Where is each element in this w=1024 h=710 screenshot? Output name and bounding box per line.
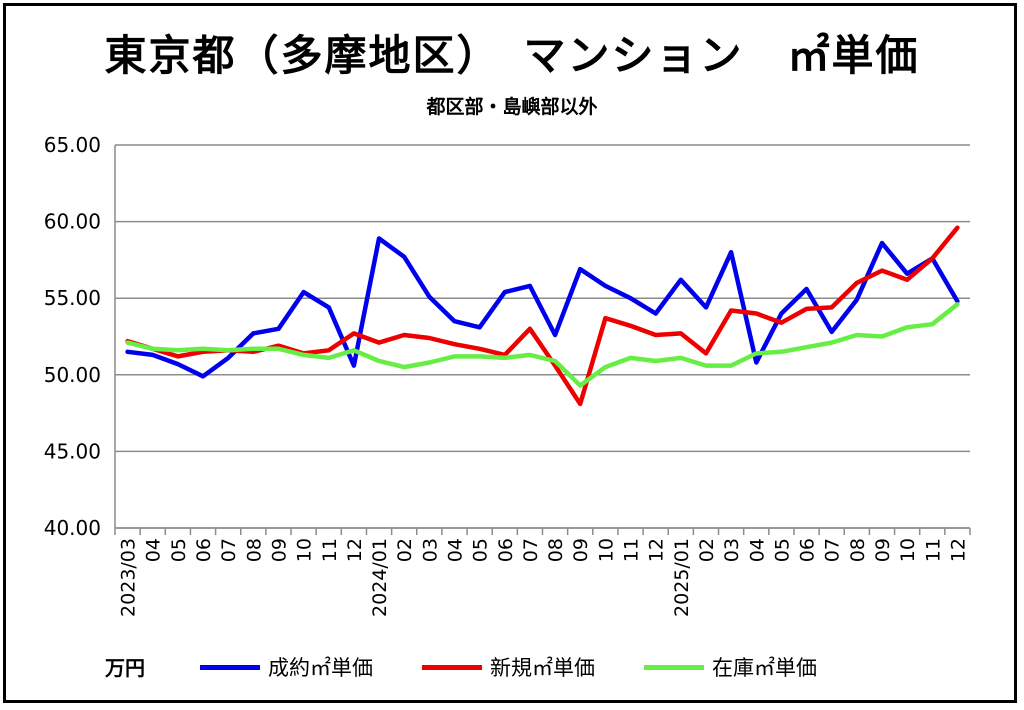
x-tick-label: 04 bbox=[444, 538, 466, 562]
legend-item-contract: 成約㎡単価 bbox=[200, 652, 373, 682]
x-tick-label: 05 bbox=[771, 538, 793, 562]
legend-swatch-new bbox=[422, 664, 482, 670]
x-tick-label: 05 bbox=[168, 538, 190, 562]
x-tick-label: 06 bbox=[193, 538, 215, 562]
y-tick-label: 55.00 bbox=[44, 286, 101, 310]
y-tick-label: 40.00 bbox=[44, 516, 101, 540]
x-tick-label: 03 bbox=[419, 538, 441, 562]
x-tick-label: 03 bbox=[721, 538, 743, 562]
legend-item-stock: 在庫㎡単価 bbox=[644, 652, 817, 682]
x-tick-label: 04 bbox=[746, 538, 768, 562]
y-tick-label: 45.00 bbox=[44, 439, 101, 463]
legend-label-new: 新規㎡単価 bbox=[490, 656, 595, 680]
x-tick-label: 08 bbox=[243, 538, 265, 562]
y-tick-label: 60.00 bbox=[44, 210, 101, 234]
x-tick-label: 11 bbox=[621, 538, 643, 562]
x-tick-label: 09 bbox=[872, 538, 894, 562]
series-line-new bbox=[125, 225, 960, 407]
x-tick-label: 06 bbox=[495, 538, 517, 562]
x-tick-label: 02 bbox=[394, 538, 416, 562]
x-tick-label: 04 bbox=[143, 538, 165, 562]
chart-subtitle: 都区部・島嶼部以外 bbox=[426, 96, 598, 118]
legend-swatch-contract bbox=[200, 664, 260, 670]
x-tick-label: 12 bbox=[344, 538, 366, 562]
x-tick-label: 07 bbox=[822, 538, 844, 562]
y-tick-label: 65.00 bbox=[44, 133, 101, 157]
x-tick-label: 09 bbox=[570, 538, 592, 562]
x-tick-label: 07 bbox=[218, 538, 240, 562]
x-tick-label: 10 bbox=[897, 538, 919, 562]
x-tick-label: 08 bbox=[545, 538, 567, 562]
x-tick-label: 05 bbox=[470, 538, 492, 562]
legend-label-stock: 在庫㎡単価 bbox=[712, 656, 817, 680]
x-tick-label: 10 bbox=[595, 538, 617, 562]
y-tick-label: 50.00 bbox=[44, 363, 101, 387]
x-tick-label: 2024/01 bbox=[369, 538, 391, 617]
legend-item-new: 新規㎡単価 bbox=[422, 652, 595, 682]
x-tick-label: 2023/03 bbox=[118, 538, 140, 617]
x-tick-label: 02 bbox=[696, 538, 718, 562]
legend-swatch-stock bbox=[644, 664, 704, 670]
series-line-stock bbox=[125, 302, 960, 388]
x-tick-label: 12 bbox=[947, 538, 969, 562]
x-tick-label: 09 bbox=[268, 538, 290, 562]
x-tick-label: 12 bbox=[646, 538, 668, 562]
x-tick-label: 11 bbox=[922, 538, 944, 562]
x-tick-label: 11 bbox=[319, 538, 341, 562]
unit-label: 万円 bbox=[105, 656, 145, 680]
legend-label-contract: 成約㎡単価 bbox=[268, 656, 373, 680]
x-tick-label: 07 bbox=[520, 538, 542, 562]
legend: 万円 成約㎡単価 新規㎡単価 在庫㎡単価 bbox=[0, 652, 1024, 686]
chart-title: 東京都（多摩地区） マンション ㎡単価 bbox=[104, 31, 920, 80]
x-tick-label: 06 bbox=[797, 538, 819, 562]
series-line-contract bbox=[125, 236, 960, 379]
x-tick-label: 08 bbox=[847, 538, 869, 562]
x-tick-label: 2025/01 bbox=[671, 538, 693, 617]
x-tick-label: 10 bbox=[294, 538, 316, 562]
